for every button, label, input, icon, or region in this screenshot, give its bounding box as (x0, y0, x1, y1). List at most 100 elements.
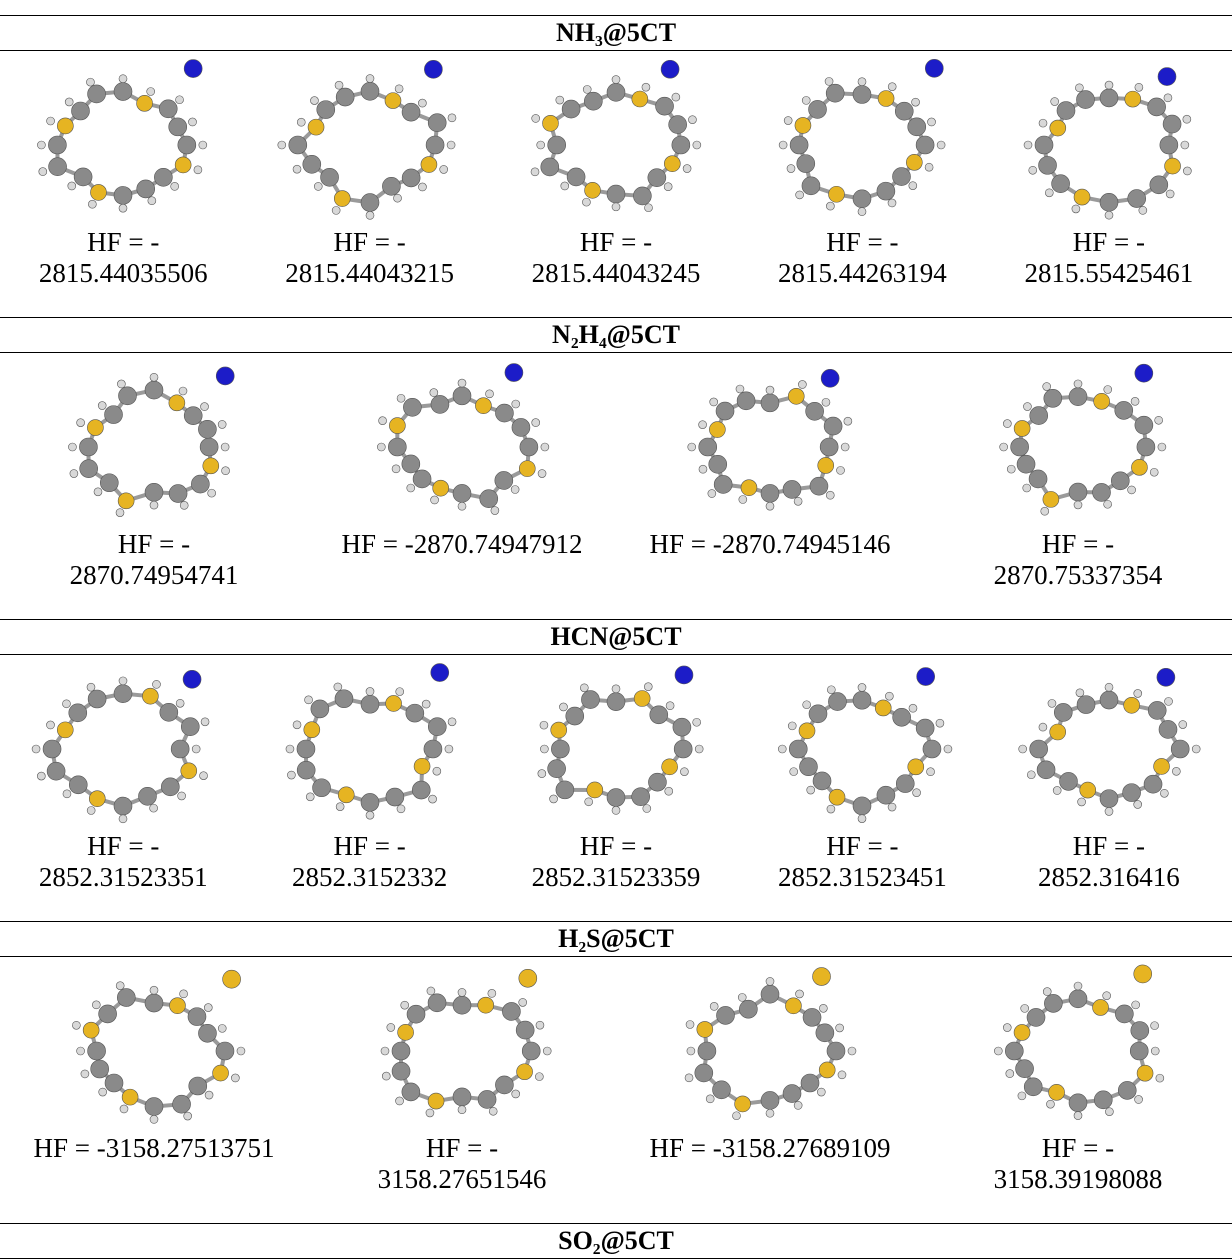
atom (181, 763, 197, 779)
atom (1046, 1100, 1054, 1108)
atom (431, 496, 439, 504)
atom (475, 398, 491, 414)
energy-line: HF = -2870.74947912 (308, 529, 616, 560)
energy-line: 2815.44263194 (739, 258, 985, 289)
atom (926, 59, 944, 77)
atom (783, 1085, 801, 1103)
atom (807, 786, 815, 794)
atom (556, 96, 564, 104)
energy-line: HF = - (0, 529, 308, 560)
atom (119, 204, 127, 212)
atom (538, 470, 546, 478)
atom (794, 1101, 802, 1109)
molecule-image (362, 961, 562, 1131)
atom (297, 761, 315, 779)
energy-label: HF = -3158.27651546 (308, 1133, 616, 1195)
atom (200, 438, 218, 456)
atom (491, 507, 499, 515)
atom (293, 165, 301, 173)
atom (1035, 136, 1053, 154)
energy-label: HF = -3158.27513751 (0, 1133, 308, 1164)
atom (683, 165, 691, 173)
atom (1134, 689, 1142, 697)
atom (402, 103, 420, 121)
molecule-cell: HF = -2870.74947912 (308, 353, 616, 619)
atom (923, 740, 941, 758)
atom (927, 768, 935, 776)
atom (439, 165, 447, 173)
atom (392, 1042, 410, 1060)
atom (607, 185, 625, 203)
atom (817, 1088, 825, 1096)
atom (403, 398, 421, 416)
atom (612, 203, 620, 211)
atom (858, 208, 866, 216)
atom (72, 102, 90, 120)
atom (567, 168, 585, 186)
atom (697, 1021, 713, 1037)
atom (944, 745, 952, 753)
atom (1050, 120, 1066, 136)
atom (312, 779, 330, 797)
atom (1192, 745, 1200, 753)
atom (200, 772, 208, 780)
atom (179, 387, 187, 395)
atom (685, 1074, 693, 1082)
atom (117, 380, 125, 388)
atom (430, 389, 438, 397)
atom (634, 691, 650, 707)
atom (1115, 401, 1133, 419)
atom (1115, 1005, 1133, 1023)
atom (673, 718, 691, 736)
energy-label: HF = -2852.31523359 (493, 831, 739, 893)
atom (335, 690, 353, 708)
atom (304, 696, 312, 704)
atom (495, 1076, 513, 1094)
atom (100, 474, 118, 492)
atom (783, 480, 801, 498)
atom (448, 718, 456, 726)
atom (1137, 438, 1155, 456)
atom (414, 758, 430, 774)
molecule-image (762, 659, 962, 829)
atom (277, 141, 285, 149)
atom (117, 989, 135, 1007)
atom (541, 443, 549, 451)
atom (495, 471, 513, 489)
atom (288, 136, 306, 154)
atom (541, 158, 559, 176)
atom (184, 1112, 192, 1120)
atom (739, 495, 747, 503)
atom (664, 156, 680, 172)
atom (65, 98, 73, 106)
atom (537, 141, 545, 149)
atom (89, 200, 97, 208)
molecule-cell: HF = -2852.31523451 (739, 655, 985, 921)
atom (105, 1074, 123, 1092)
atom (519, 998, 527, 1006)
atom (584, 92, 602, 110)
atom (1045, 189, 1053, 197)
atom (426, 136, 444, 154)
atom (169, 485, 187, 503)
atom (1029, 166, 1037, 174)
atom (424, 740, 442, 758)
atom (585, 182, 601, 198)
atom (1000, 443, 1008, 451)
atom (426, 1109, 434, 1117)
atom (1094, 1091, 1112, 1109)
atom (779, 745, 787, 753)
atom (556, 781, 574, 799)
atom (49, 136, 67, 154)
atom (1007, 465, 1015, 473)
atom (912, 98, 920, 106)
atom (88, 85, 106, 103)
atom (543, 1047, 551, 1055)
atom (188, 1008, 206, 1026)
atom (488, 989, 496, 997)
atom (827, 84, 845, 102)
atom (495, 404, 513, 422)
atom (453, 996, 471, 1014)
atom (395, 85, 403, 93)
